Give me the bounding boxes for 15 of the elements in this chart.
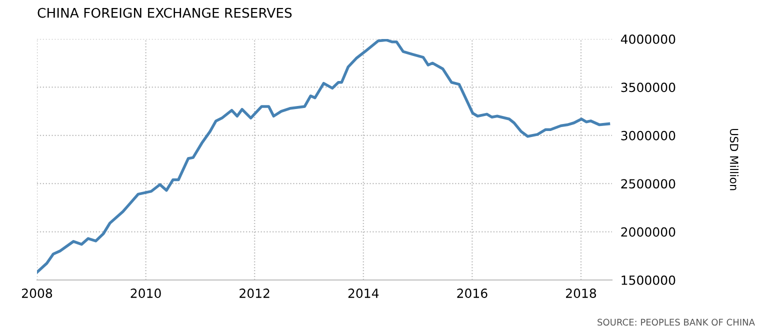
y-tick-label: 4000000 xyxy=(620,34,676,44)
source-note: SOURCE: PEOPLES BANK OF CHINA xyxy=(598,318,755,326)
x-tick-label: 2010 xyxy=(130,288,161,298)
x-tick-label: 2016 xyxy=(457,288,488,298)
y-tick-label: 2000000 xyxy=(621,227,676,237)
y-tick-label: 3500000 xyxy=(621,82,676,92)
y-tick-label: 1500000 xyxy=(622,275,676,285)
x-tick-label: 2012 xyxy=(240,288,270,298)
x-tick-label: 2008 xyxy=(22,288,52,298)
y-tick-label: 3000000 xyxy=(621,130,676,140)
x-tick-label: 2014 xyxy=(348,288,379,298)
chart-title: CHINA FOREIGN EXCHANGE RESERVES xyxy=(38,8,292,18)
y-tick-label: 2500000 xyxy=(621,179,676,189)
x-tick-label: 2018 xyxy=(566,288,596,298)
y-axis-title: USD Million xyxy=(730,128,739,190)
